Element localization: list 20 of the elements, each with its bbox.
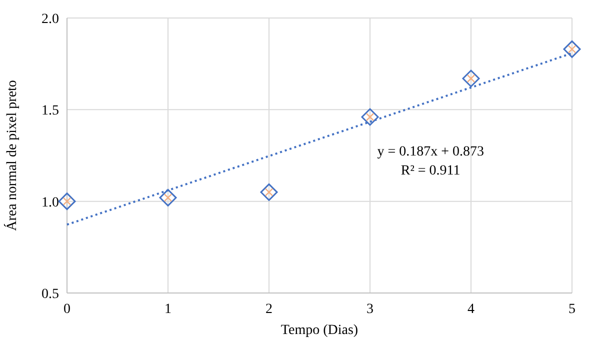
y-tick-label: 2.0 xyxy=(42,12,59,27)
x-tick-label: 4 xyxy=(468,302,474,317)
point xyxy=(260,183,278,201)
point xyxy=(361,108,379,126)
x-tick-label: 2 xyxy=(266,302,272,317)
point xyxy=(159,188,177,206)
x-tick-label: 3 xyxy=(366,302,374,317)
point xyxy=(563,40,581,58)
point xyxy=(462,70,480,88)
x-tick-label: 0 xyxy=(64,302,70,317)
y-tick-label: 1.0 xyxy=(42,195,59,210)
annotation: R² = 0.911 xyxy=(400,164,460,178)
x-axis-title: Tempo (Dias) xyxy=(280,323,358,338)
x-tick-label: 1 xyxy=(164,302,172,317)
y-tick-label: 0.5 xyxy=(42,287,59,302)
x-tick-label: 5 xyxy=(568,302,576,317)
annotation: y = 0.187x + 0.873 xyxy=(377,144,484,160)
y-tick-label: 1.5 xyxy=(42,104,59,119)
point xyxy=(58,192,76,210)
y-axis-title: Área normal de pixel preto xyxy=(3,80,20,231)
